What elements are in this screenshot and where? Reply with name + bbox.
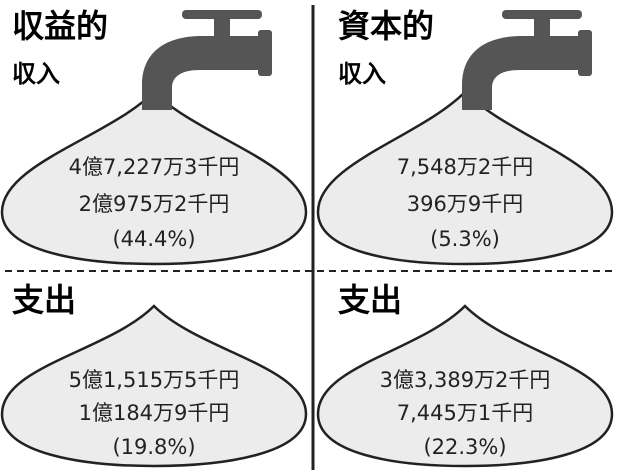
drop bbox=[316, 90, 614, 266]
amount: (19.8%) bbox=[112, 435, 195, 459]
amount: (22.3%) bbox=[423, 435, 506, 459]
faucet-stem bbox=[534, 14, 550, 36]
amount: (44.4%) bbox=[112, 227, 195, 251]
amount: 4億7,227万3千円 bbox=[69, 155, 240, 179]
amount: 5億1,515万5千円 bbox=[69, 368, 240, 392]
faucet-spout bbox=[142, 36, 260, 110]
panel-title: 収益的 bbox=[12, 7, 108, 45]
amount: 7,445万1千円 bbox=[397, 401, 533, 425]
amount: (5.3%) bbox=[430, 227, 500, 251]
faucet-base bbox=[578, 30, 592, 76]
faucet-stem bbox=[214, 14, 230, 36]
amount: 396万9千円 bbox=[407, 192, 523, 216]
faucet-base bbox=[258, 30, 272, 76]
faucet-spout bbox=[462, 36, 580, 110]
panel-title: 支出 bbox=[338, 281, 402, 319]
panel-subtitle: 収入 bbox=[338, 60, 386, 88]
amount: 1億184万9千円 bbox=[79, 401, 230, 425]
amount: 2億975万2千円 bbox=[79, 192, 230, 216]
amount: 7,548万2千円 bbox=[397, 155, 533, 179]
amount: 3億3,389万2千円 bbox=[380, 368, 551, 392]
drop bbox=[316, 304, 614, 468]
drop bbox=[0, 304, 308, 468]
panel-title: 支出 bbox=[12, 281, 76, 319]
drop bbox=[0, 90, 308, 266]
panel-subtitle: 収入 bbox=[12, 60, 60, 88]
panel-title: 資本的 bbox=[338, 7, 434, 45]
